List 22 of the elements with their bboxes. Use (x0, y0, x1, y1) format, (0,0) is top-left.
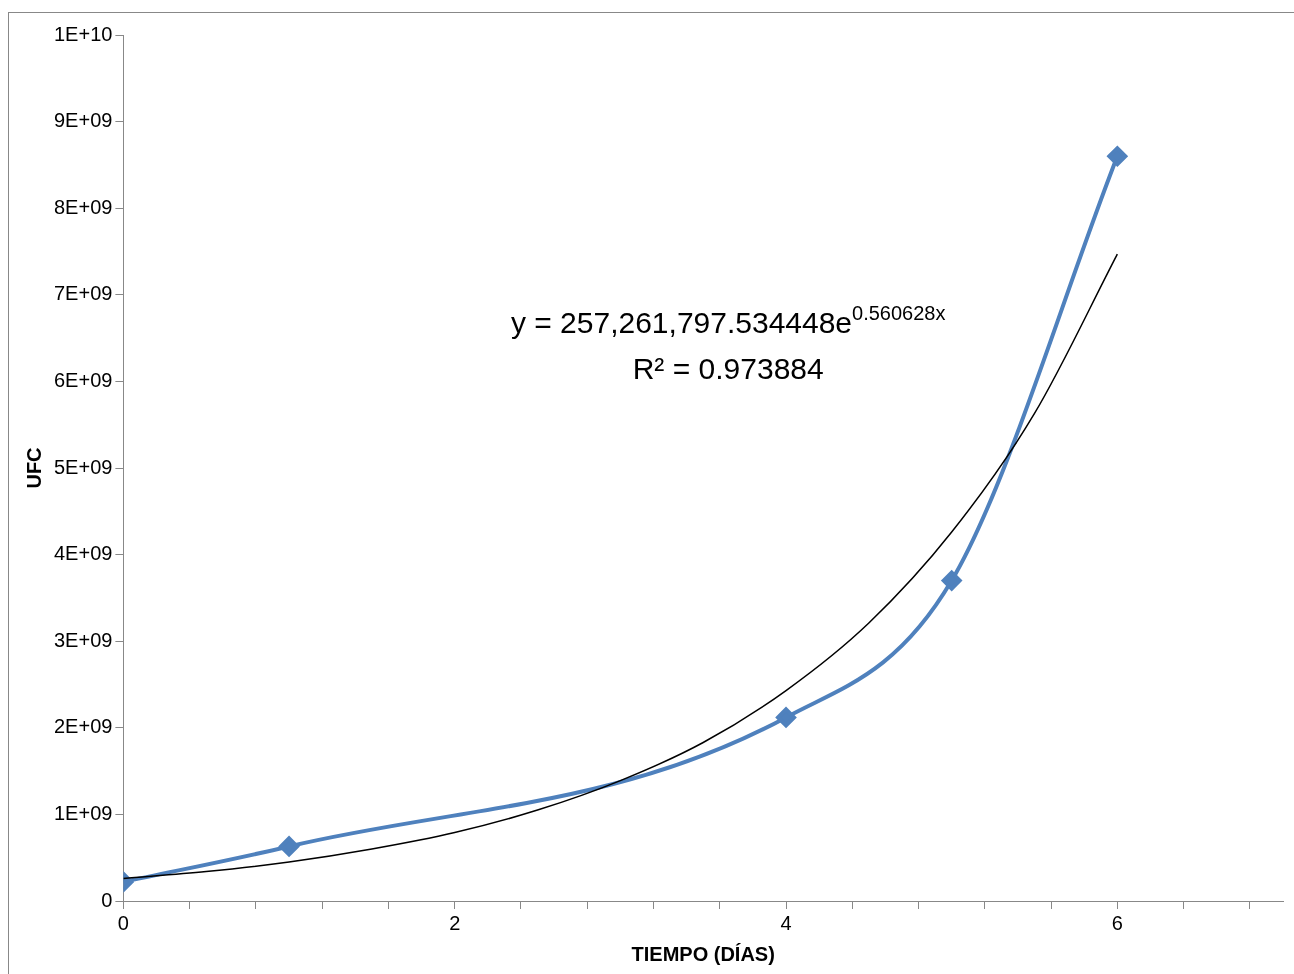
y-tick-label: 1E+10 (54, 22, 113, 45)
y-tick-label: 1E+09 (54, 801, 113, 824)
y-tick-label: 2E+09 (54, 715, 113, 738)
point (1107, 146, 1128, 167)
annotation: R² = 0.973884 (632, 352, 824, 385)
y-tick-label: 3E+09 (54, 628, 113, 651)
y-tick-label: 9E+09 (54, 109, 113, 132)
y-axis-title: UFC (22, 447, 45, 489)
x-axis-title: TIEMPO (DÍAS) (631, 942, 775, 965)
point (776, 707, 797, 728)
y-tick-label: 8E+09 (54, 195, 113, 218)
x-tick-label: 6 (1111, 911, 1123, 934)
y-tick-label: 4E+09 (54, 542, 113, 565)
x-tick-label: 4 (780, 911, 792, 934)
y-tick-label: 6E+09 (54, 368, 113, 391)
x-tick-label: 0 (117, 911, 129, 934)
y-tick-label: 7E+09 (54, 282, 113, 305)
point (279, 836, 300, 857)
x-tick-label: 2 (449, 911, 461, 934)
y-tick-label: 5E+09 (54, 455, 113, 478)
y-tick-label: 0 (101, 888, 113, 911)
point (941, 570, 962, 591)
